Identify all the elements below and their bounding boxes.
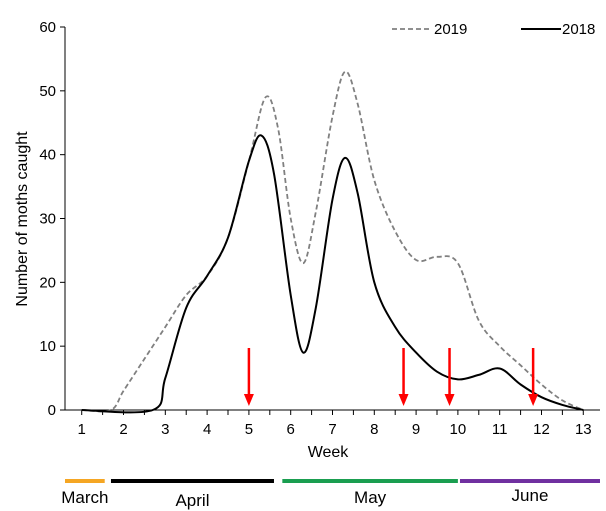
arrow-layer [243,348,539,406]
x-tick-label: 2 [119,421,127,438]
x-tick-label: 7 [328,421,336,438]
month-label-may: May [354,488,387,507]
x-tick-label: 5 [245,421,253,438]
series-line-2019 [81,70,584,413]
month-label-march: March [61,488,108,507]
y-tick-label: 40 [39,147,56,164]
month-label-june: June [512,486,549,505]
x-tick-label: 8 [370,421,378,438]
spray-arrowhead [528,394,539,406]
series-line-2018 [81,134,584,414]
x-tick-label: 9 [412,421,420,438]
x-tick-label: 4 [203,421,211,438]
month-bands: March April May June [61,479,600,510]
y-tick-label: 50 [39,83,56,100]
spray-arrowhead [444,394,455,406]
y-tick-label: 20 [39,274,56,291]
x-tick-label: 13 [575,421,592,438]
legend-label-2019: 2019 [434,21,467,38]
legend-label-2018: 2018 [562,21,595,38]
spray-arrowhead [398,394,409,406]
y-tick-label: 0 [48,402,56,419]
x-tick-label: 6 [287,421,295,438]
y-tick-label: 30 [39,211,56,228]
y-tick-label: 60 [39,19,56,36]
month-label-april: April [175,491,209,510]
y-tick-label: 10 [39,338,56,355]
legend: 2019 2018 [392,21,595,38]
x-tick-label: 12 [533,421,550,438]
x-tick-label: 1 [78,421,86,438]
spray-arrowhead [243,394,254,406]
series-layer [81,70,584,414]
x-tick-label: 11 [492,421,508,438]
x-tick-label: 10 [450,421,467,438]
x-axis-title: Week [308,444,350,461]
x-tick-label: 3 [161,421,169,438]
y-axis-title: Number of moths caught [14,131,31,307]
